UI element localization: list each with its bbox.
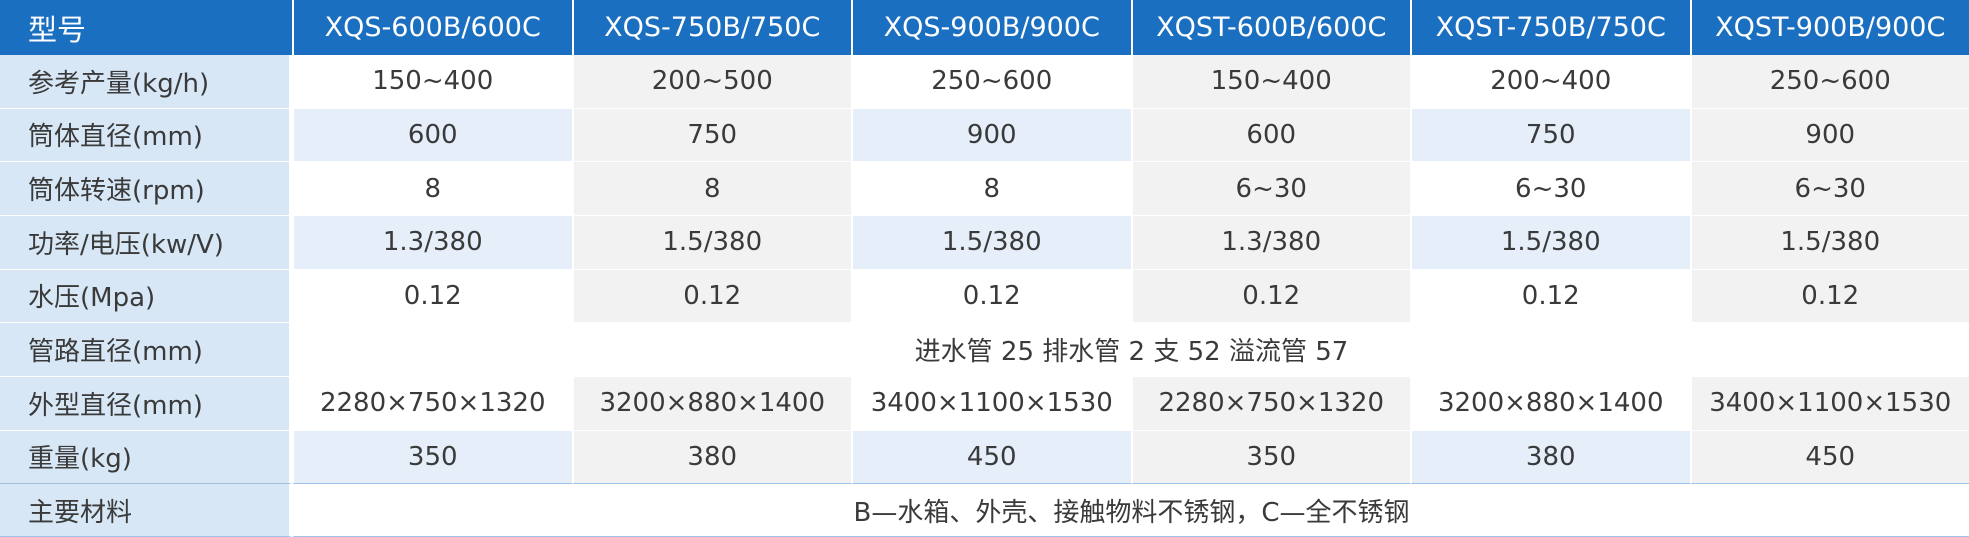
- model-header: XQST-600B/600C: [1130, 0, 1410, 55]
- row-label: 重量(kg): [0, 430, 292, 485]
- table-cell: 150~400: [1130, 55, 1410, 109]
- table-cell: 3400×1100×1530: [851, 376, 1131, 431]
- table-cell: 250~600: [1689, 55, 1969, 109]
- table-cell: 900: [1689, 108, 1969, 163]
- table-cell: 1.5/380: [571, 215, 851, 270]
- table-cell: 450: [851, 430, 1131, 485]
- table-row: 外型直径(mm) 2280×750×1320 3200×880×1400 340…: [0, 376, 1969, 431]
- table-row: 水压(Mpa) 0.12 0.12 0.12 0.12 0.12 0.12: [0, 269, 1969, 324]
- table-cell: 2280×750×1320: [292, 376, 572, 431]
- row-label: 功率/电压(kw/V): [0, 215, 292, 270]
- table-cell: 350: [292, 430, 572, 485]
- table-cell: 1.5/380: [851, 215, 1131, 270]
- table-cell: 0.12: [1130, 269, 1410, 324]
- table-cell: 200~400: [1410, 55, 1690, 109]
- model-header: XQS-600B/600C: [292, 0, 572, 55]
- table-cell: 3200×880×1400: [571, 376, 851, 431]
- pipe-diameter-cell: 进水管 25 排水管 2 支 52 溢流管 57: [292, 323, 1969, 377]
- table-cell: 150~400: [292, 55, 572, 109]
- row-label: 外型直径(mm): [0, 376, 292, 431]
- table-cell: 0.12: [571, 269, 851, 324]
- table-cell: 600: [1130, 108, 1410, 163]
- table-cell: 6~30: [1689, 162, 1969, 216]
- header-row: 型号 XQS-600B/600C XQS-750B/750C XQS-900B/…: [0, 0, 1969, 55]
- table-cell: 200~500: [571, 55, 851, 109]
- table-cell: 350: [1130, 430, 1410, 485]
- table-cell: 380: [1410, 430, 1690, 485]
- row-label: 管路直径(mm): [0, 323, 292, 377]
- model-header: XQST-750B/750C: [1410, 0, 1690, 55]
- table-cell: 750: [571, 108, 851, 163]
- table-cell: 6~30: [1130, 162, 1410, 216]
- table-cell: 0.12: [292, 269, 572, 324]
- table-cell: 8: [292, 162, 572, 216]
- table-cell: 0.12: [851, 269, 1131, 324]
- table-cell: 750: [1410, 108, 1690, 163]
- table-cell: 2280×750×1320: [1130, 376, 1410, 431]
- table-cell: 1.3/380: [292, 215, 572, 270]
- table-cell: 0.12: [1689, 269, 1969, 324]
- main-material-cell: B—水箱、外壳、接触物料不锈钢，C—全不锈钢: [292, 484, 1969, 537]
- header-corner-label: 型号: [0, 0, 292, 55]
- model-header: XQST-900B/900C: [1689, 0, 1969, 55]
- table-row: 功率/电压(kw/V) 1.3/380 1.5/380 1.5/380 1.3/…: [0, 215, 1969, 270]
- table-row: 重量(kg) 350 380 450 350 380 450: [0, 430, 1969, 485]
- table-cell: 1.5/380: [1410, 215, 1690, 270]
- row-label: 筒体直径(mm): [0, 108, 292, 163]
- table-cell: 1.3/380: [1130, 215, 1410, 270]
- row-label: 参考产量(kg/h): [0, 55, 292, 109]
- model-header: XQS-900B/900C: [851, 0, 1131, 55]
- row-label: 筒体转速(rpm): [0, 162, 292, 216]
- table-cell: 900: [851, 108, 1131, 163]
- table-row: 筒体转速(rpm) 8 8 8 6~30 6~30 6~30: [0, 162, 1969, 216]
- table-cell: 6~30: [1410, 162, 1690, 216]
- table-cell: 8: [851, 162, 1131, 216]
- table-cell: 8: [571, 162, 851, 216]
- table-cell: 450: [1689, 430, 1969, 485]
- table-cell: 380: [571, 430, 851, 485]
- table-cell: 600: [292, 108, 572, 163]
- table-cell: 3400×1100×1530: [1689, 376, 1969, 431]
- row-label: 水压(Mpa): [0, 269, 292, 324]
- table-row: 主要材料 B—水箱、外壳、接触物料不锈钢，C—全不锈钢: [0, 484, 1969, 537]
- table-row: 参考产量(kg/h) 150~400 200~500 250~600 150~4…: [0, 55, 1969, 109]
- row-label: 主要材料: [0, 484, 292, 537]
- table-cell: 1.5/380: [1689, 215, 1969, 270]
- table-row: 筒体直径(mm) 600 750 900 600 750 900: [0, 108, 1969, 163]
- table-cell: 3200×880×1400: [1410, 376, 1690, 431]
- table-cell: 250~600: [851, 55, 1131, 109]
- table-cell: 0.12: [1410, 269, 1690, 324]
- table-row: 管路直径(mm) 进水管 25 排水管 2 支 52 溢流管 57: [0, 323, 1969, 377]
- model-header: XQS-750B/750C: [571, 0, 851, 55]
